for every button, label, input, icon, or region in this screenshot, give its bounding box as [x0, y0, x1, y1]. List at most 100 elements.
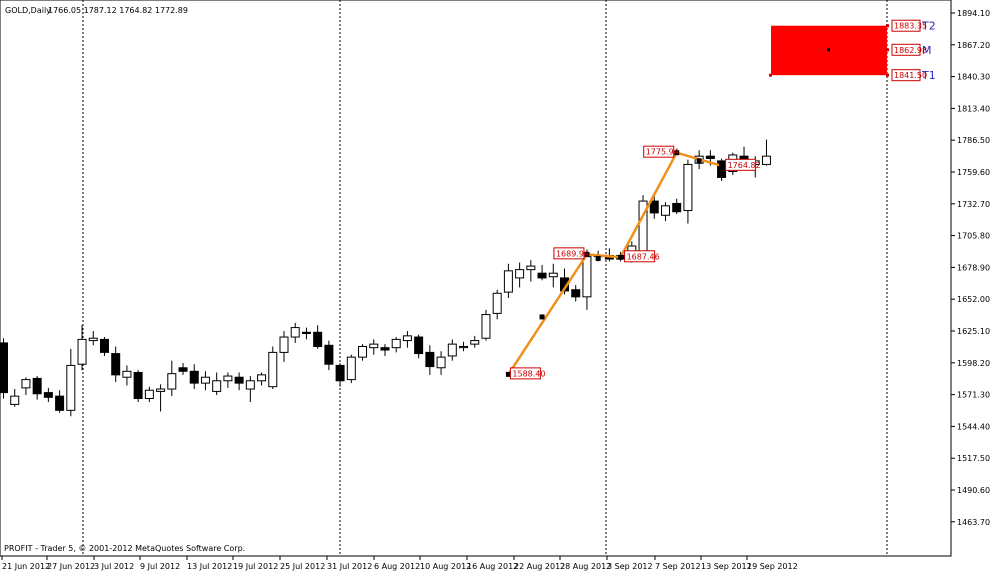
wave-marker	[595, 255, 601, 261]
wave-price-label: 1687.46	[627, 252, 660, 261]
target-price-box	[891, 43, 921, 56]
candle-bullish	[515, 269, 525, 279]
target-price-box	[891, 69, 921, 82]
y-tick-label: 1463.70	[957, 518, 990, 527]
candle-bearish	[32, 377, 42, 395]
candle-bullish	[122, 370, 132, 378]
y-tick-label: 1894.10	[957, 9, 990, 18]
candle-bullish	[402, 335, 412, 342]
target-price-label: 1841.50	[894, 71, 927, 80]
wave-price-box	[643, 145, 675, 158]
wave-price-label: 1775.94	[646, 148, 679, 157]
wave-price-label: 1689.94	[556, 249, 589, 258]
candle-bullish	[21, 379, 31, 389]
ohlc-readout: 1766.05 1787.12 1764.82 1772.89	[48, 6, 188, 15]
price-axis[interactable]: 1894.10 1867.20 1840.30 1813.40 1786.50 1759.…	[951, 9, 990, 527]
candle-bullish	[257, 374, 267, 382]
wave-price-label: 1764.82	[728, 161, 761, 170]
y-tick-label: 1652.00	[957, 295, 990, 304]
candle-bullish	[144, 389, 154, 400]
candle-bearish	[571, 289, 581, 298]
candle-bullish	[167, 373, 177, 390]
candle-bullish	[481, 314, 491, 339]
wave-marker	[651, 203, 657, 209]
y-tick-label: 1490.60	[957, 486, 990, 495]
symbol-label: GOLD,Daily	[5, 6, 51, 15]
y-tick-label: 1705.80	[957, 232, 990, 241]
candle-bullish	[548, 272, 558, 278]
target-marker	[886, 24, 889, 28]
candle-bearish	[43, 392, 53, 398]
y-tick-label: 1867.20	[957, 41, 990, 50]
candle-bearish	[425, 351, 435, 368]
target-price-label: 1883.35	[894, 22, 927, 31]
candle-bullish	[470, 340, 480, 345]
x-tick-label: 28 Aug 2012	[560, 562, 611, 571]
candle-bullish	[66, 364, 76, 411]
y-tick-label: 1732.70	[957, 200, 990, 209]
candle-bearish	[380, 347, 390, 351]
candle-bullish	[156, 388, 166, 392]
x-tick-label: 19 Sep 2012	[747, 562, 798, 571]
x-tick-label: 13 Jul 2012	[187, 562, 232, 571]
target-name-label: T2	[921, 20, 936, 33]
wave-price-label: 1588.40	[512, 369, 545, 378]
period-separators	[82, 0, 888, 556]
candle-bullish	[660, 205, 670, 216]
candle-bullish	[200, 376, 210, 384]
target-box-anchor-marker	[769, 73, 772, 77]
candle-bearish	[414, 336, 424, 355]
x-tick-label: 3 Jul 2012	[94, 562, 134, 571]
wave-point-marker	[505, 371, 511, 377]
wave-price-box	[624, 250, 656, 263]
plot-area	[0, 0, 952, 557]
target-price-box	[891, 19, 921, 32]
x-tick-label: 19 Jul 2012	[233, 562, 278, 571]
candle-bearish	[313, 331, 323, 347]
candle-bullish	[268, 351, 278, 388]
x-tick-label: 6 Aug 2012	[374, 562, 420, 571]
copyright-text: PROFIT - Trader 5, © 2001-2012 MetaQuote…	[4, 544, 245, 553]
candle-bullish	[492, 292, 502, 314]
candle-bearish	[672, 202, 682, 213]
candle-bearish	[189, 370, 199, 384]
candle-bearish	[133, 371, 143, 400]
candle-bearish	[324, 344, 334, 365]
candle-bearish	[301, 331, 311, 334]
candle-bullish	[436, 356, 446, 369]
x-tick-label: 9 Jul 2012	[140, 562, 180, 571]
wave-point-marker	[719, 163, 725, 169]
x-tick-label: 10 Aug 2012	[420, 562, 471, 571]
wave-point-marker	[618, 254, 624, 260]
x-tick-label: 13 Sep 2012	[701, 562, 752, 571]
candle-bearish	[537, 272, 547, 279]
candle-bearish	[705, 155, 715, 160]
candle-bullish	[447, 343, 457, 357]
wave-line[interactable]: 1588.40 1689.94 1687.46 1775.94 1764.82	[505, 145, 761, 380]
target-marker	[886, 48, 889, 52]
y-tick-label: 1544.40	[957, 422, 990, 431]
candle-bearish	[0, 342, 8, 394]
candle-bullish	[77, 338, 87, 365]
x-tick-label: 21 Jun 2012	[2, 562, 50, 571]
wave-price-box	[553, 247, 585, 260]
y-tick-label: 1678.90	[957, 263, 990, 272]
candle-bullish	[346, 356, 356, 381]
candle-bullish	[761, 155, 771, 165]
candle-bullish	[582, 256, 592, 298]
candle-bullish	[223, 375, 233, 382]
y-tick-label: 1517.50	[957, 454, 990, 463]
candle-bearish	[335, 364, 345, 382]
wave-point-marker	[674, 150, 680, 156]
candle-bullish	[279, 336, 289, 353]
candle-bullish	[245, 380, 255, 390]
candle-bearish	[178, 367, 188, 372]
candle-bearish	[55, 395, 65, 411]
wave-price-box	[725, 158, 757, 171]
target-price-label: 1862.98	[894, 46, 927, 55]
candle-bearish	[111, 353, 121, 376]
candle-bullish	[10, 395, 20, 405]
